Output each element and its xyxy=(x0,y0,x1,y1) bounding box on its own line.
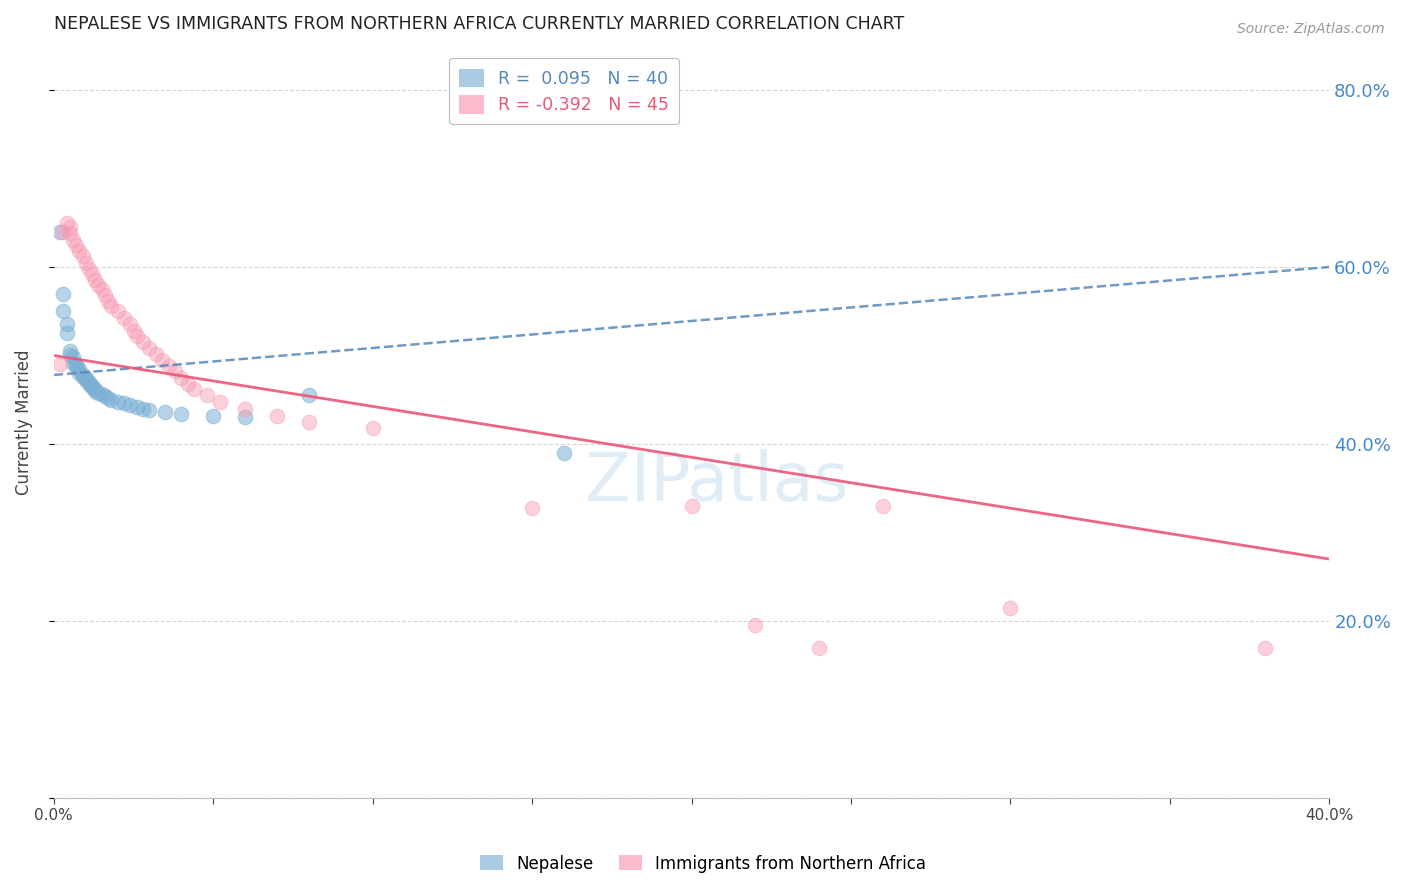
Point xyxy=(298,415,321,429)
Point xyxy=(266,409,288,423)
Point xyxy=(77,375,100,389)
Point xyxy=(59,227,82,241)
Point xyxy=(122,324,145,338)
Point xyxy=(94,389,117,403)
Point xyxy=(67,244,90,258)
Point xyxy=(681,499,703,513)
Point xyxy=(163,364,186,378)
Point xyxy=(62,355,84,369)
Point xyxy=(208,394,231,409)
Point xyxy=(75,373,97,387)
Point xyxy=(202,409,225,423)
Point xyxy=(520,500,543,515)
Point xyxy=(55,318,77,332)
Point xyxy=(75,371,97,385)
Point xyxy=(62,234,84,248)
Point xyxy=(744,618,766,632)
Point xyxy=(872,499,894,513)
Point xyxy=(52,225,75,239)
Point xyxy=(84,384,107,398)
Point xyxy=(77,261,100,276)
Point xyxy=(808,640,831,655)
Point xyxy=(94,288,117,302)
Point xyxy=(65,359,87,374)
Point xyxy=(72,249,94,263)
Point xyxy=(233,401,256,416)
Text: NEPALESE VS IMMIGRANTS FROM NORTHERN AFRICA CURRENTLY MARRIED CORRELATION CHART: NEPALESE VS IMMIGRANTS FROM NORTHERN AFR… xyxy=(53,15,904,33)
Point xyxy=(82,380,104,394)
Point xyxy=(150,352,173,367)
Point xyxy=(170,370,193,384)
Point xyxy=(82,378,104,392)
Point xyxy=(1000,600,1022,615)
Point xyxy=(233,410,256,425)
Point xyxy=(298,388,321,402)
Point xyxy=(120,318,142,332)
Point xyxy=(97,391,120,405)
Point xyxy=(59,349,82,363)
Point xyxy=(65,357,87,371)
Point xyxy=(100,392,122,407)
Point xyxy=(155,405,177,419)
Point xyxy=(67,361,90,376)
Point xyxy=(361,421,384,435)
Point xyxy=(170,407,193,421)
Point xyxy=(90,387,112,401)
Point xyxy=(195,388,218,402)
Point xyxy=(125,400,148,414)
Point xyxy=(87,385,110,400)
Point xyxy=(87,277,110,292)
Point xyxy=(65,237,87,252)
Point xyxy=(132,335,155,350)
Point xyxy=(132,401,155,416)
Point xyxy=(553,446,575,460)
Point xyxy=(72,368,94,382)
Point xyxy=(77,376,100,391)
Point xyxy=(55,216,77,230)
Point xyxy=(90,282,112,296)
Point xyxy=(138,342,160,356)
Point xyxy=(183,382,205,396)
Point xyxy=(112,311,135,326)
Point xyxy=(97,293,120,308)
Point xyxy=(157,359,180,373)
Point xyxy=(75,255,97,269)
Text: Source: ZipAtlas.com: Source: ZipAtlas.com xyxy=(1237,22,1385,37)
Point xyxy=(107,304,129,318)
Point xyxy=(59,220,82,235)
Point xyxy=(112,396,135,410)
Legend: R =  0.095   N = 40, R = -0.392   N = 45: R = 0.095 N = 40, R = -0.392 N = 45 xyxy=(449,58,679,125)
Point xyxy=(52,304,75,318)
Point xyxy=(177,376,200,391)
Point xyxy=(84,382,107,396)
Point xyxy=(62,351,84,365)
Text: ZIPatlas: ZIPatlas xyxy=(585,449,849,515)
Point xyxy=(49,357,72,371)
Point xyxy=(52,286,75,301)
Point xyxy=(120,398,142,412)
Point xyxy=(72,369,94,384)
Point xyxy=(67,366,90,380)
Point xyxy=(49,225,72,239)
Point xyxy=(1254,640,1277,655)
Point xyxy=(55,326,77,341)
Point xyxy=(125,329,148,343)
Point xyxy=(107,394,129,409)
Point xyxy=(138,403,160,417)
Point xyxy=(145,347,167,361)
Point xyxy=(100,299,122,313)
Point xyxy=(59,344,82,359)
Point xyxy=(82,267,104,281)
Legend: Nepalese, Immigrants from Northern Africa: Nepalese, Immigrants from Northern Afric… xyxy=(472,848,934,880)
Point xyxy=(84,273,107,287)
Y-axis label: Currently Married: Currently Married xyxy=(15,349,32,495)
